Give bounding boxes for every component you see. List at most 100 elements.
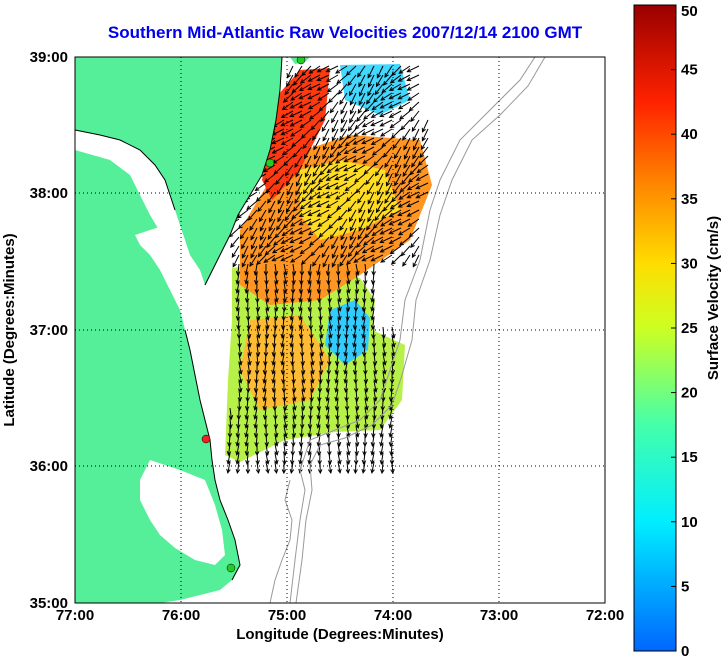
- velocity-arrow: [291, 353, 294, 366]
- velocity-arrow: [293, 200, 303, 212]
- velocity-arrow: [418, 155, 429, 166]
- velocity-arrow: [313, 155, 321, 168]
- velocity-arrow: [362, 461, 366, 473]
- velocity-arrow-head: [373, 396, 378, 402]
- velocity-arrow: [329, 101, 339, 113]
- velocity-arrow-head: [307, 86, 313, 91]
- velocity-arrow: [319, 101, 330, 112]
- velocity-arrow-head: [301, 387, 306, 393]
- velocity-arrow: [319, 344, 323, 356]
- velocity-arrow: [304, 146, 312, 159]
- velocity-arrow: [299, 83, 312, 91]
- velocity-arrow-head: [237, 351, 243, 357]
- velocity-arrow-head: [228, 424, 233, 430]
- velocity-arrow-head: [343, 176, 349, 181]
- velocity-arrow-head: [379, 432, 384, 438]
- velocity-arrow-head: [299, 343, 304, 349]
- velocity-arrow: [368, 200, 375, 214]
- velocity-arrow-head: [316, 194, 322, 199]
- velocity-arrow: [274, 416, 277, 428]
- velocity-arrow: [422, 119, 429, 133]
- velocity-arrow: [274, 299, 278, 311]
- velocity-arrow-head: [415, 176, 421, 181]
- velocity-arrow-head: [231, 253, 236, 259]
- velocity-arrow: [301, 254, 312, 265]
- velocity-arrow-head: [361, 324, 366, 330]
- velocity-arrow: [294, 65, 303, 78]
- velocity-arrow: [356, 110, 366, 122]
- velocity-arrow: [401, 173, 411, 185]
- velocity-arrow: [330, 227, 339, 239]
- velocity-arrow-head: [265, 188, 271, 194]
- velocity-arrow: [328, 92, 339, 103]
- velocity-arrow-head: [298, 86, 304, 92]
- velocity-arrow: [250, 245, 258, 258]
- velocity-arrow: [299, 308, 303, 320]
- velocity-arrow: [301, 398, 305, 410]
- velocity-arrow: [317, 209, 330, 217]
- velocity-arrow-head: [415, 194, 421, 199]
- velocity-arrow-head: [249, 261, 254, 267]
- velocity-arrow: [292, 416, 296, 428]
- velocity-arrow: [319, 227, 330, 238]
- velocity-arrow-head: [307, 95, 313, 100]
- velocity-arrow-head: [317, 96, 323, 101]
- velocity-arrow: [371, 281, 375, 293]
- velocity-arrow: [281, 236, 294, 244]
- velocity-arrow-head: [246, 369, 252, 375]
- velocity-arrow-head: [354, 441, 360, 447]
- velocity-arrow-head: [307, 450, 312, 456]
- velocity-arrow: [355, 389, 358, 401]
- velocity-arrow-head: [340, 127, 345, 133]
- velocity-arrow: [283, 389, 286, 402]
- velocity-arrow-head: [358, 226, 363, 232]
- velocity-arrow: [339, 254, 348, 267]
- velocity-arrow: [290, 218, 303, 227]
- velocity-arrow-head: [303, 154, 309, 160]
- velocity-arrow: [344, 173, 357, 181]
- velocity-arrow-head: [298, 459, 303, 465]
- x-tick-label: 75:00: [268, 607, 306, 624]
- velocity-arrow: [274, 308, 277, 320]
- velocity-arrow: [326, 416, 330, 428]
- velocity-arrow-head: [358, 82, 363, 88]
- velocity-arrow: [247, 371, 250, 383]
- velocity-arrow: [237, 209, 249, 219]
- velocity-arrow: [232, 254, 240, 267]
- velocity-arrow: [346, 452, 350, 464]
- velocity-arrow-head: [253, 396, 258, 402]
- velocity-arrow: [328, 452, 331, 464]
- velocity-arrow-head: [272, 343, 277, 349]
- velocity-arrow-head: [358, 208, 363, 214]
- velocity-arrow-head: [340, 244, 346, 250]
- velocity-arrow: [357, 227, 366, 240]
- velocity-arrow-head: [255, 351, 261, 357]
- velocity-arrow: [335, 182, 348, 190]
- velocity-arrow: [373, 362, 377, 374]
- velocity-arrow-head: [365, 180, 370, 186]
- velocity-arrow-head: [236, 325, 241, 331]
- velocity-arrow: [371, 452, 375, 464]
- velocity-arrow: [295, 164, 303, 177]
- velocity-arrow: [325, 182, 339, 189]
- velocity-arrow-head: [274, 279, 279, 285]
- velocity-arrow-head: [352, 168, 358, 173]
- velocity-arrow: [299, 236, 312, 244]
- velocity-arrow-head: [388, 104, 394, 109]
- velocity-arrow-head: [265, 468, 270, 474]
- velocity-arrow: [326, 200, 339, 208]
- velocity-arrow-head: [406, 186, 412, 191]
- velocity-arrow: [374, 209, 384, 221]
- velocity-arrow-head: [241, 262, 246, 268]
- velocity-arrow-head: [346, 441, 351, 447]
- velocity-patch-south-warm: [240, 315, 330, 410]
- velocity-arrow: [255, 434, 258, 447]
- velocity-arrow-head: [289, 468, 295, 474]
- velocity-arrow-head: [410, 243, 415, 249]
- velocity-arrow: [255, 425, 258, 437]
- velocity-arrow-head: [336, 288, 342, 294]
- velocity-arrow-head: [302, 189, 308, 195]
- velocity-arrow: [362, 308, 366, 320]
- velocity-arrow-head: [336, 79, 342, 85]
- velocity-arrow-head: [370, 315, 375, 321]
